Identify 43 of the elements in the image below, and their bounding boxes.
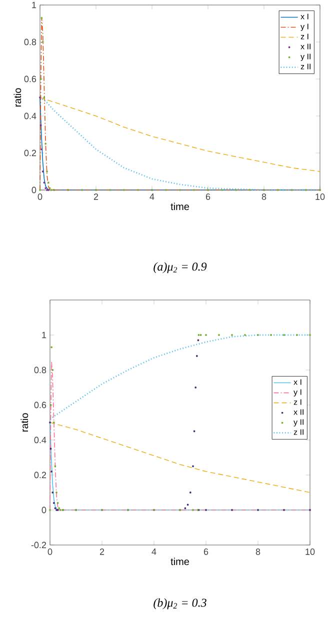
y-tick-label: 0.6 bbox=[24, 76, 36, 82]
x-tick-label: 2 bbox=[94, 194, 98, 200]
x-tick-label: 10 bbox=[316, 194, 325, 200]
legend-label: y I bbox=[294, 389, 302, 396]
line-series bbox=[50, 360, 310, 510]
y-axis-title: ratio bbox=[14, 88, 22, 107]
y-tick-label: -0.2 bbox=[31, 542, 46, 548]
x-tick-label: 6 bbox=[204, 548, 208, 555]
y-tick-label: 0.2 bbox=[34, 472, 46, 478]
y-tick-label: 0.8 bbox=[34, 366, 46, 374]
legend-label: z I bbox=[294, 399, 302, 405]
x-tick-label: 4 bbox=[152, 548, 156, 555]
y-tick-label: 0.4 bbox=[34, 436, 46, 444]
x-tick-label: 4 bbox=[150, 194, 154, 200]
text: (b)μ$_{2}$ = 0.3 bbox=[154, 598, 206, 610]
text: (a)μ$_{2}$ = 0.9 bbox=[154, 262, 207, 274]
x-axis-title: time bbox=[170, 202, 189, 210]
legend-label: y I bbox=[300, 24, 308, 31]
y-axis-title: ratio bbox=[20, 413, 28, 432]
x-tick-label: 8 bbox=[262, 194, 266, 200]
legend-label: y II bbox=[294, 419, 304, 426]
x-tick-label: 8 bbox=[256, 548, 260, 555]
legend-label: x I bbox=[294, 379, 302, 385]
legend-label: z II bbox=[300, 64, 310, 70]
x-tick-label: 0 bbox=[48, 548, 52, 555]
y-tick-label: 0 bbox=[32, 186, 36, 194]
x-tick-label: 2 bbox=[100, 548, 104, 555]
x-tick-label: 6 bbox=[206, 194, 210, 200]
legend-label: y II bbox=[300, 54, 310, 61]
y-tick-label: 0.6 bbox=[34, 402, 46, 408]
legend-label: x I bbox=[300, 14, 308, 20]
x-tick-label: 10 bbox=[306, 548, 315, 555]
y-tick-label: 1 bbox=[42, 332, 46, 338]
legend-label: z II bbox=[294, 429, 304, 435]
y-tick-label: 1 bbox=[32, 2, 36, 8]
y-tick-label: 0 bbox=[42, 506, 46, 514]
legend-label: z I bbox=[300, 34, 308, 40]
legend-label: x II bbox=[294, 409, 304, 415]
legend-label: x II bbox=[300, 44, 310, 50]
y-tick-label: 0.8 bbox=[24, 38, 36, 46]
y-tick-label: 0.4 bbox=[24, 112, 36, 120]
x-axis-title: time bbox=[170, 558, 189, 566]
y-tick-label: 0.2 bbox=[24, 150, 36, 156]
